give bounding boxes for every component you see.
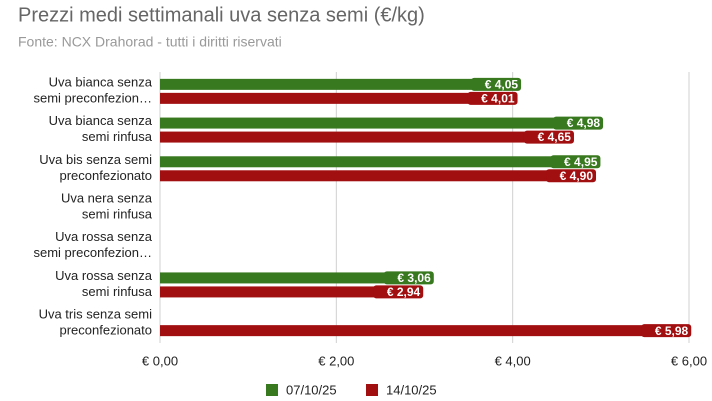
bar (160, 117, 600, 129)
y-tick-label-line: semi rinfusa (82, 130, 153, 145)
value-label: € 2,94 (387, 285, 421, 299)
value-label-bg (383, 271, 434, 285)
value-label: € 4,95 (564, 155, 598, 169)
value-label-bg (373, 285, 424, 299)
legend-label: 07/10/25 (286, 382, 337, 397)
value-label-bg (467, 91, 518, 105)
y-tick-label-line: Uva rossa senza (55, 230, 153, 245)
x-tick-label: € 6,00 (671, 353, 707, 368)
bar (160, 170, 593, 182)
y-tick-label: Uva nera senza semi rinfusa (61, 191, 153, 222)
value-label-bg (546, 169, 597, 183)
bar (160, 92, 514, 104)
bar (160, 286, 420, 298)
chart-title: Prezzi medi settimanali uva senza semi (… (18, 4, 425, 26)
y-tick-label-line: Uva bis senza semi (39, 152, 152, 167)
legend-label: 14/10/25 (386, 382, 437, 397)
y-tick-label-line: preconfezionato (59, 168, 152, 183)
y-tick-label: Uva bianca senza semi rinfusa (49, 114, 153, 145)
value-label-bg (550, 155, 601, 169)
bar (160, 325, 688, 337)
x-tick-label: € 2,00 (318, 353, 354, 368)
bar (160, 78, 518, 90)
x-tick-label: € 0,00 (142, 353, 178, 368)
bar (160, 131, 570, 143)
y-tick-label-line: Uva tris senza semi (39, 307, 153, 322)
value-label-bg (641, 324, 692, 338)
value-label-bg (471, 77, 522, 91)
value-label: € 4,65 (538, 130, 572, 144)
y-tick-label-line: Uva nera senza (61, 191, 153, 206)
y-tick-label-line: preconfezionato (59, 323, 152, 338)
y-tick-label: Uva bianca senza semi preconfezion… (34, 75, 153, 106)
bar (160, 156, 597, 168)
y-tick-label-line: semi preconfezion… (34, 246, 153, 261)
y-tick-label: Uva rossa senza semi preconfezion… (34, 230, 153, 261)
value-label-bg (523, 130, 574, 144)
value-label: € 5,98 (655, 324, 689, 338)
y-tick-label-line: semi rinfusa (82, 207, 153, 222)
bar (160, 272, 430, 284)
value-label: € 4,01 (481, 92, 515, 106)
legend-swatch (266, 384, 278, 396)
y-tick-label-line: Uva bianca senza (49, 75, 153, 90)
value-label: € 3,06 (397, 271, 431, 285)
y-tick-label-line: semi rinfusa (82, 284, 153, 299)
x-tick-label: € 4,00 (495, 353, 531, 368)
value-label-bg (553, 116, 604, 130)
y-tick-label: Uva bis senza semi preconfezionato (39, 152, 152, 183)
value-label: € 4,05 (485, 78, 519, 92)
value-label: € 4,90 (560, 169, 594, 183)
chart-subtitle: Fonte: NCX Drahorad - tutti i diritti ri… (18, 34, 282, 50)
y-tick-label: Uva rossa senza semi rinfusa (55, 268, 153, 299)
y-tick-label: Uva tris senza semi preconfezionato (39, 307, 153, 338)
legend-swatch (366, 384, 378, 396)
y-tick-label-line: Uva bianca senza (49, 114, 153, 129)
y-tick-label-line: semi preconfezion… (34, 91, 153, 106)
value-label: € 4,98 (567, 116, 601, 130)
y-tick-label-line: Uva rossa senza (55, 268, 153, 283)
